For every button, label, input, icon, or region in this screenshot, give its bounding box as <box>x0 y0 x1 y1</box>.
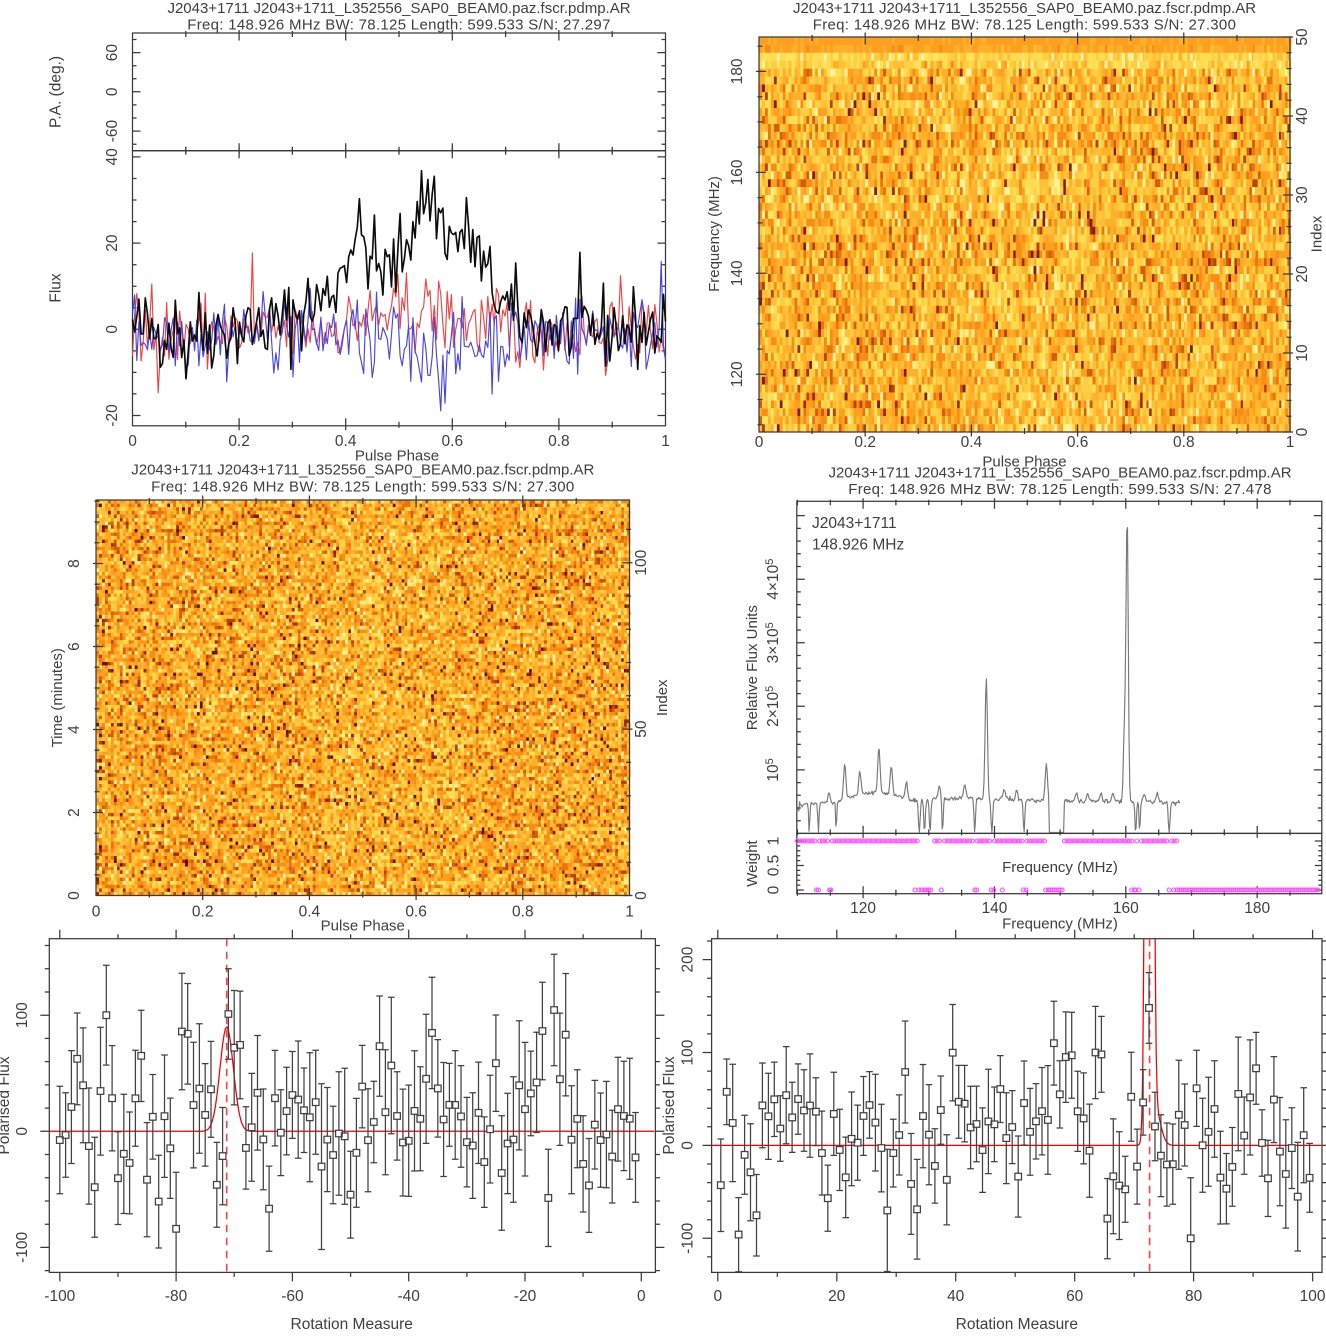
svg-text:50: 50 <box>633 720 650 738</box>
svg-text:6: 6 <box>66 642 83 651</box>
svg-text:0: 0 <box>128 433 137 450</box>
svg-text:Frequency (MHz): Frequency (MHz) <box>706 176 723 292</box>
svg-text:0: 0 <box>755 434 764 451</box>
svg-text:2: 2 <box>66 808 83 817</box>
svg-text:Pulse Phase: Pulse Phase <box>321 918 405 935</box>
svg-text:0: 0 <box>637 1288 646 1305</box>
svg-text:Pulse Phase: Pulse Phase <box>355 448 439 465</box>
svg-text:Time (minutes): Time (minutes) <box>49 648 66 747</box>
svg-text:140: 140 <box>729 260 746 286</box>
svg-text:-60: -60 <box>104 120 121 143</box>
svg-text:Index: Index <box>654 679 671 716</box>
svg-text:J2043+1711: J2043+1711 <box>812 515 897 532</box>
svg-text:-20: -20 <box>104 404 121 427</box>
svg-text:-100: -100 <box>14 1232 31 1263</box>
svg-text:4×105: 4×105 <box>764 559 782 600</box>
svg-text:100: 100 <box>14 1002 31 1028</box>
svg-text:P.A. (deg.): P.A. (deg.) <box>48 56 65 128</box>
svg-text:0.6: 0.6 <box>405 904 427 921</box>
svg-text:-20: -20 <box>514 1288 537 1305</box>
svg-text:1: 1 <box>625 904 634 921</box>
svg-text:20: 20 <box>1294 265 1311 283</box>
svg-text:Frequency (MHz): Frequency (MHz) <box>1002 915 1118 932</box>
svg-text:0.8: 0.8 <box>548 433 570 450</box>
svg-text:180: 180 <box>1244 900 1270 917</box>
svg-text:0.2: 0.2 <box>854 434 876 451</box>
svg-text:Freq: 148.926 MHz BW: 78.125 L: Freq: 148.926 MHz BW: 78.125 Length: 599… <box>151 479 574 496</box>
svg-text:0.6: 0.6 <box>442 433 464 450</box>
svg-text:120: 120 <box>729 361 746 387</box>
svg-text:J2043+1711 J2043+1711_L352556_: J2043+1711 J2043+1711_L352556_SAP0_BEAM0… <box>793 0 1256 17</box>
svg-text:100: 100 <box>680 1039 697 1065</box>
svg-text:40: 40 <box>1294 107 1311 125</box>
svg-text:Frequency (MHz): Frequency (MHz) <box>1002 859 1118 876</box>
svg-text:0.2: 0.2 <box>228 433 250 450</box>
svg-text:4: 4 <box>66 725 83 734</box>
svg-text:Polarised Flux: Polarised Flux <box>661 1056 678 1154</box>
svg-text:0.8: 0.8 <box>1173 434 1195 451</box>
svg-text:0.4: 0.4 <box>299 904 321 921</box>
svg-text:0.8: 0.8 <box>512 904 534 921</box>
svg-text:0.5: 0.5 <box>766 855 783 877</box>
svg-text:140: 140 <box>982 900 1008 917</box>
svg-text:-40: -40 <box>397 1288 420 1305</box>
svg-text:0: 0 <box>1294 427 1311 436</box>
svg-text:Rotation Measure: Rotation Measure <box>956 1316 1078 1333</box>
svg-text:20: 20 <box>104 234 121 252</box>
svg-text:40: 40 <box>947 1288 965 1305</box>
svg-text:Freq: 148.926 MHz BW: 78.125 L: Freq: 148.926 MHz BW: 78.125 Length: 599… <box>813 17 1236 34</box>
svg-text:100: 100 <box>633 549 650 575</box>
svg-text:0: 0 <box>680 1141 697 1150</box>
svg-text:-100: -100 <box>44 1288 75 1305</box>
svg-text:0: 0 <box>14 1127 31 1136</box>
svg-text:1: 1 <box>766 837 783 846</box>
svg-text:Relative Flux Units: Relative Flux Units <box>744 605 761 730</box>
svg-text:0: 0 <box>104 325 121 334</box>
svg-text:50: 50 <box>1294 28 1311 46</box>
svg-text:1: 1 <box>1286 434 1295 451</box>
svg-text:Freq: 148.926 MHz BW: 78.125 L: Freq: 148.926 MHz BW: 78.125 Length: 599… <box>187 17 610 34</box>
svg-text:J2043+1711 J2043+1711_L352556_: J2043+1711 J2043+1711_L352556_SAP0_BEAM0… <box>131 462 594 479</box>
svg-text:Flux: Flux <box>48 273 65 303</box>
svg-text:160: 160 <box>729 159 746 185</box>
svg-text:3×105: 3×105 <box>764 622 782 663</box>
svg-text:-60: -60 <box>281 1288 304 1305</box>
svg-text:200: 200 <box>680 946 697 972</box>
svg-text:80: 80 <box>1185 1288 1203 1305</box>
svg-text:J2043+1711 J2043+1711_L352556_: J2043+1711 J2043+1711_L352556_SAP0_BEAM0… <box>167 0 630 17</box>
svg-text:60: 60 <box>1066 1288 1084 1305</box>
svg-text:J2043+1711 J2043+1711_L352556_: J2043+1711 J2043+1711_L352556_SAP0_BEAM0… <box>828 465 1291 482</box>
svg-text:0.6: 0.6 <box>1067 434 1089 451</box>
svg-text:120: 120 <box>850 900 876 917</box>
svg-text:180: 180 <box>729 58 746 84</box>
svg-text:8: 8 <box>66 559 83 568</box>
svg-text:0.4: 0.4 <box>335 433 357 450</box>
svg-text:0: 0 <box>766 885 783 894</box>
svg-text:40: 40 <box>104 148 121 166</box>
svg-text:0: 0 <box>104 87 121 96</box>
svg-text:10: 10 <box>1294 344 1311 362</box>
svg-text:0: 0 <box>92 904 101 921</box>
svg-text:Freq: 148.926 MHz BW: 78.125 L: Freq: 148.926 MHz BW: 78.125 Length: 599… <box>848 481 1271 498</box>
svg-text:-80: -80 <box>165 1288 188 1305</box>
svg-text:160: 160 <box>1113 900 1139 917</box>
svg-text:1: 1 <box>661 433 670 450</box>
svg-text:0.4: 0.4 <box>961 434 983 451</box>
svg-text:0: 0 <box>633 891 650 900</box>
svg-text:30: 30 <box>1294 186 1311 204</box>
svg-text:148.926 MHz: 148.926 MHz <box>812 537 904 554</box>
svg-text:0: 0 <box>66 891 83 900</box>
svg-text:100: 100 <box>1300 1288 1326 1305</box>
svg-text:Index: Index <box>1309 215 1326 252</box>
svg-text:20: 20 <box>828 1288 846 1305</box>
svg-text:60: 60 <box>104 44 121 62</box>
svg-text:Weight: Weight <box>744 839 761 886</box>
svg-text:Polarised Flux: Polarised Flux <box>0 1056 13 1154</box>
svg-text:0: 0 <box>713 1288 722 1305</box>
svg-text:2×105: 2×105 <box>764 686 782 727</box>
svg-text:-100: -100 <box>680 1222 697 1253</box>
svg-text:0.2: 0.2 <box>192 904 214 921</box>
svg-text:Rotation Measure: Rotation Measure <box>291 1316 413 1333</box>
svg-text:Pulse Phase: Pulse Phase <box>982 454 1066 471</box>
